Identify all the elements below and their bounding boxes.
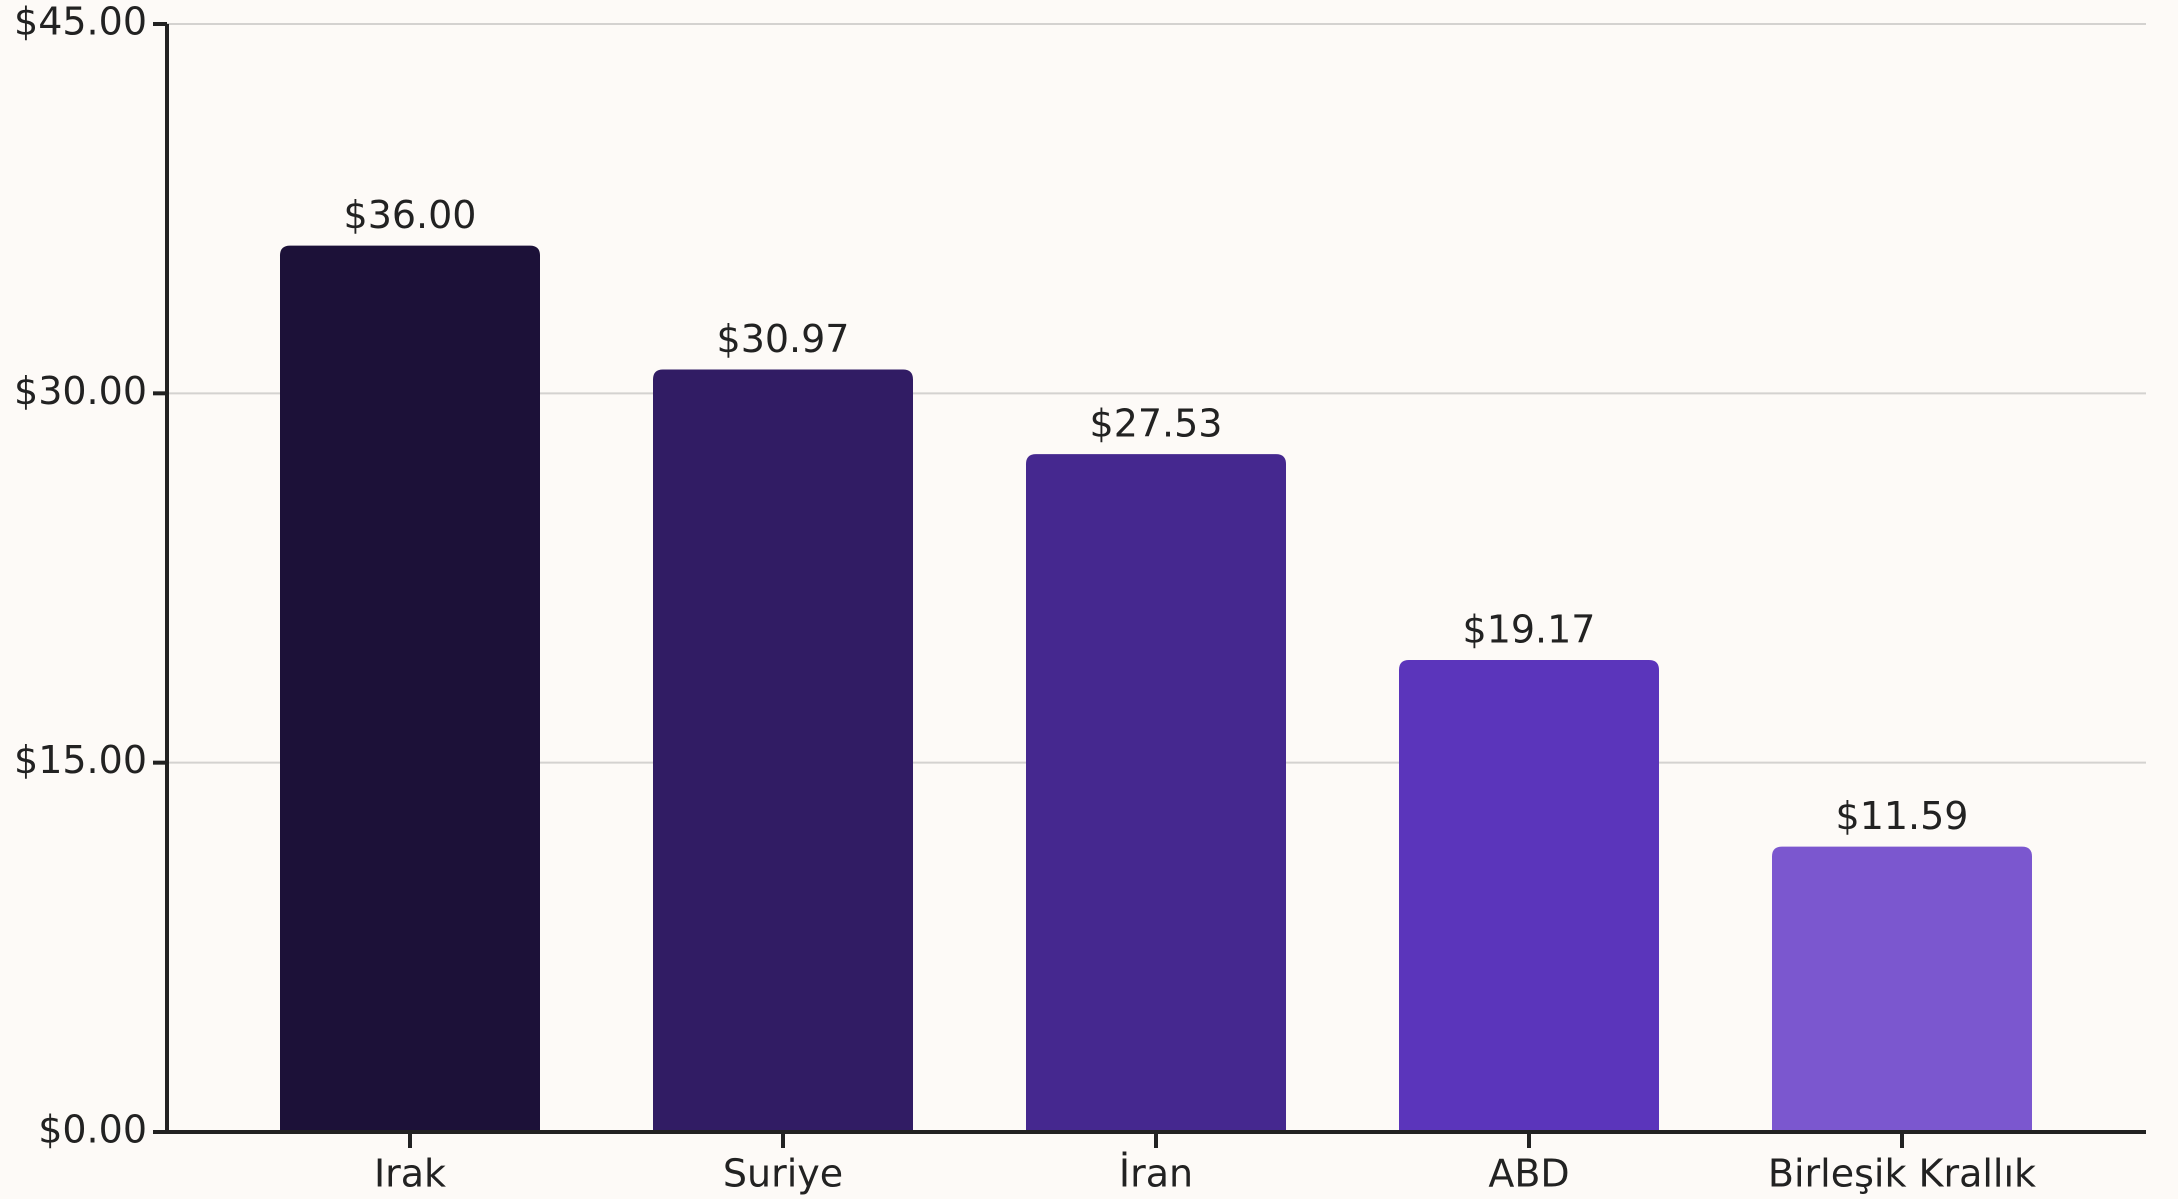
y-tick-label: $0.00: [38, 1108, 147, 1152]
bar: [1026, 454, 1286, 1132]
y-tick-label: $45.00: [14, 0, 147, 44]
y-tick-label: $15.00: [14, 738, 147, 782]
bar: [1772, 846, 2032, 1132]
value-label: $27.53: [1090, 402, 1223, 446]
bar: [1399, 659, 1659, 1132]
value-label: $19.17: [1463, 607, 1596, 651]
x-tick-label: Birleşik Krallık: [1768, 1152, 2036, 1196]
value-label: $36.00: [344, 193, 477, 237]
y-tick-label: $30.00: [14, 369, 147, 413]
x-tick-label: İran: [1119, 1152, 1193, 1196]
bar: [653, 369, 913, 1132]
value-label: $11.59: [1836, 794, 1969, 838]
bar: [280, 245, 540, 1133]
x-tick-label: Suriye: [723, 1152, 843, 1196]
value-label: $30.97: [717, 317, 850, 361]
x-tick-label: Irak: [374, 1152, 446, 1196]
x-tick-label: ABD: [1488, 1152, 1569, 1196]
